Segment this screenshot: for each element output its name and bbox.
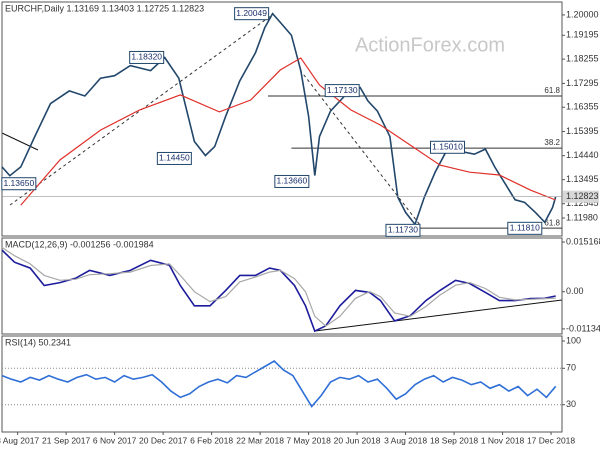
y-tick-label: 30 (566, 399, 576, 409)
panel-frame (1, 237, 563, 335)
annotation-box (324, 84, 360, 98)
annotation-box (507, 221, 543, 235)
panel-title: EURCHF,Daily 1.13169 1.13403 1.12725 1.1… (5, 3, 204, 13)
annotation-label: 1.15010 (432, 142, 463, 152)
x-tick-label: 18 Sep 2018 (430, 435, 478, 445)
x-tick-label: 7 May 2018 (286, 435, 331, 445)
annotation-label: 1.13650 (3, 178, 34, 188)
series-line (20, 57, 556, 206)
y-tick-label: 1.17295 (566, 78, 599, 88)
panel-title: MACD(12,26,9) -0.001256 -0.001984 (5, 239, 154, 249)
y-tick-label: 1.12545 (566, 198, 599, 208)
y-tick-label: 1.19195 (566, 30, 599, 40)
y-tick-label: -0.011342 (566, 323, 600, 333)
y-tick-label: 0.00 (566, 286, 584, 296)
x-tick-label: 21 Sep 2017 (42, 435, 90, 445)
y-tick-label: 100 (566, 335, 581, 345)
annotation-label: 1.11810 (510, 223, 540, 233)
annotation-label: 1.14450 (159, 153, 190, 163)
y-tick-label: 0.015168 (566, 236, 600, 246)
annotation-box (129, 50, 165, 64)
x-tick-label: 1 Nov 2018 (481, 435, 525, 445)
series-line (1, 249, 556, 333)
fib-label: 61.8 (544, 86, 560, 95)
y-tick-label: 1.15395 (566, 126, 599, 136)
annotation-box (156, 151, 192, 165)
panel-frame (1, 1, 563, 237)
annotation-box (430, 140, 466, 154)
annotation-box (274, 174, 310, 188)
x-tick-label: 22 Mar 2018 (236, 435, 284, 445)
annotation-label: 1.17130 (327, 85, 358, 95)
x-tick-label: 8 Aug 2017 (0, 435, 39, 445)
annotation-box (385, 223, 421, 237)
fib-label: 61.8 (544, 218, 560, 227)
series-line (1, 246, 556, 327)
y-tick-label: 1.20000 (566, 9, 599, 19)
y-tick-label: 70 (566, 363, 576, 373)
fib-label: 38.2 (544, 138, 560, 147)
watermark: ActionForex.com (355, 34, 505, 56)
last-price-box (563, 190, 599, 203)
y-tick-label: 1.13495 (566, 174, 599, 184)
panel-frame (1, 335, 563, 433)
y-tick-label: 1.14440 (566, 150, 599, 160)
macd-trend-line (314, 299, 563, 332)
annotation-label: 1.13660 (276, 176, 307, 186)
y-tick-label: 1.11980 (566, 212, 598, 222)
series-line (1, 360, 557, 408)
x-tick-label: 20 Dec 2017 (139, 435, 187, 445)
annotation-label: 1.18320 (131, 52, 162, 62)
x-tick-label: 3 Aug 2018 (384, 435, 427, 445)
last-price-label: 1.12823 (566, 191, 599, 201)
y-tick-label: 1.18255 (566, 53, 599, 63)
x-tick-label: 17 Dec 2018 (527, 435, 575, 445)
annotation-box (1, 177, 37, 191)
x-tick-label: 6 Nov 2017 (93, 435, 137, 445)
x-tick-label: 6 Feb 2018 (190, 435, 233, 445)
trend-line (1, 132, 39, 151)
annotation-label: 1.20049 (236, 8, 267, 18)
annotation-label: 1.11730 (388, 225, 418, 235)
series-line (1, 12, 557, 227)
panel-title: RSI(14) 50.2341 (5, 337, 71, 347)
x-tick-label: 20 Jun 2018 (334, 435, 381, 445)
annotation-box (234, 7, 270, 21)
y-tick-label: 1.16355 (566, 102, 599, 112)
